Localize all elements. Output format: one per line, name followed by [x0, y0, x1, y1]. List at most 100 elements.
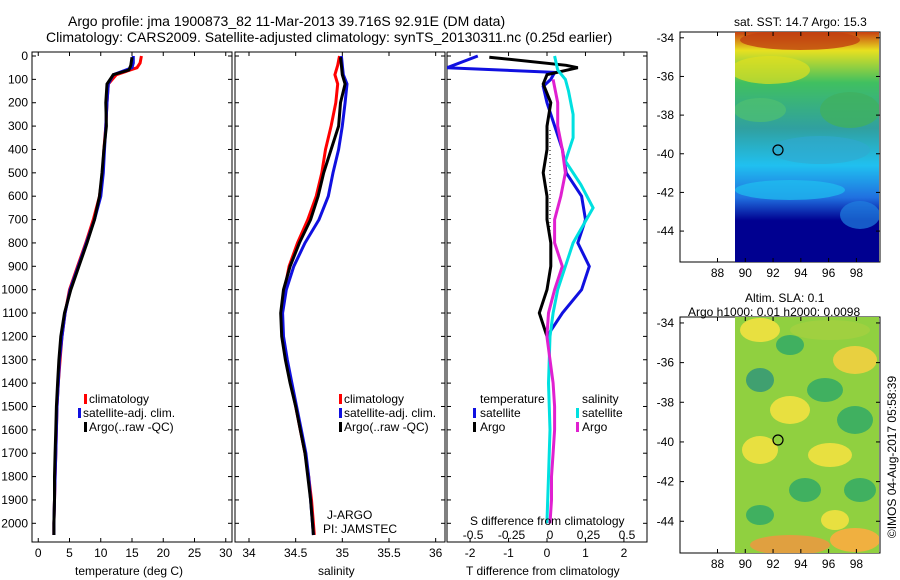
legend-swatch-climatology — [84, 394, 87, 404]
map-lat-tick: -38 — [657, 395, 675, 409]
map-lon-tick: 94 — [794, 557, 808, 571]
series-line-climatology — [280, 55, 341, 536]
legend-swatch-t-argo — [473, 422, 476, 432]
depth-tick-label: 700 — [8, 213, 28, 227]
series-line-climatology — [52, 55, 143, 535]
depth-tick-label: 1300 — [1, 353, 28, 367]
depth-tick-label: 600 — [8, 189, 28, 203]
map-lat-tick: -36 — [657, 356, 675, 370]
x-tick-label: 36 — [429, 546, 443, 560]
map-lon-tick: 88 — [711, 557, 725, 571]
depth-tick-label: 1900 — [1, 493, 28, 507]
depth-tick-label: 1600 — [1, 423, 28, 437]
jargo-annotation: J-ARGO — [327, 508, 373, 522]
depth-tick-label: 800 — [8, 236, 28, 250]
salinity-xlabel: salinity — [318, 564, 355, 578]
legend-temperature-title: temperature — [480, 392, 545, 406]
x-tick-label: 0 — [544, 546, 551, 560]
depth-tick-label: 500 — [8, 166, 28, 180]
depth-tick-label: 100 — [8, 72, 28, 86]
x-tick-label: 35 — [336, 546, 350, 560]
sla-map-title: Altim. SLA: 0.1 — [745, 291, 825, 305]
imos-timestamp: ©IMOS 04-Aug-2017 05:58:39 — [885, 375, 899, 539]
x-tick-label: 34.5 — [284, 546, 308, 560]
s-diff-x-axis: -0.5 -0.25 0 0.25 0.5 — [463, 528, 636, 542]
legend-climatology: climatology — [89, 392, 150, 406]
difference-lines — [447, 54, 595, 524]
legend-satellite-2: satellite-adj. clim. — [344, 406, 437, 420]
sla-map-subtitle: Argo h1000: 0.01 h2000: 0.0098 — [688, 305, 861, 319]
legend-swatch-s-argo — [576, 422, 579, 432]
temperature-lines — [52, 55, 143, 535]
series-line-temperature-argo — [489, 55, 579, 337]
map-lat-tick: -44 — [657, 514, 675, 528]
map-lat-tick: -40 — [657, 147, 675, 161]
depth-tick-label: 1200 — [1, 329, 28, 343]
climatology-subtitle: Climatology: CARS2009. Satellite-adjuste… — [46, 29, 613, 45]
legend-swatch-argo-2 — [339, 422, 342, 432]
depth-tick-label: 900 — [8, 259, 28, 273]
map-lon-tick: 96 — [822, 266, 836, 280]
sla-heatmap — [735, 317, 879, 553]
depth-tick-label: 1700 — [1, 446, 28, 460]
salinity-lines — [279, 55, 349, 536]
series-line-salinity-argo — [545, 79, 567, 524]
s-diff-tick-label: 0.5 — [619, 528, 636, 542]
x-tick-label: 5 — [66, 546, 73, 560]
x-tick-label: 34 — [242, 546, 256, 560]
map-lon-tick: 90 — [739, 557, 753, 571]
map-lat-tick: -38 — [657, 108, 675, 122]
x-tick-label: 25 — [188, 546, 202, 560]
x-tick-label: -2 — [465, 546, 476, 560]
legend-swatch-climatology-2 — [339, 394, 342, 404]
depth-tick-label: 0 — [21, 49, 28, 63]
sst-map-axes: 88 90 92 94 96 98 -34 -36 -38 -40 -42 -44 — [657, 31, 880, 280]
legend-t-satellite: satellite — [480, 406, 521, 420]
map-lat-tick: -44 — [657, 224, 675, 238]
legend-s-satellite: satellite — [582, 406, 623, 420]
temperature-xlabel: temperature (deg C) — [75, 564, 184, 578]
s-diff-tick-label: -0.25 — [498, 528, 526, 542]
s-diff-xlabel: S difference from climatology — [470, 514, 625, 528]
x-tick-label: 15 — [125, 546, 139, 560]
map-lon-tick: 94 — [794, 266, 808, 280]
x-tick-label: 1 — [582, 546, 589, 560]
map-lon-tick: 98 — [850, 557, 864, 571]
depth-tick-label: 400 — [8, 142, 28, 156]
salinity-panel-frame — [234, 51, 446, 543]
depth-tick-label: 200 — [8, 96, 28, 110]
x-tick-label: 30 — [219, 546, 233, 560]
map-lon-tick: 88 — [711, 266, 725, 280]
map-lat-tick: -34 — [657, 316, 675, 330]
legend-swatch-satellite-2 — [339, 408, 342, 418]
map-lat-tick: -42 — [657, 475, 675, 489]
legend-swatch-t-satellite — [473, 408, 476, 418]
t-diff-xlabel: T difference from climatology — [466, 564, 620, 578]
sst-map-title: sat. SST: 14.7 Argo: 15.3 — [734, 15, 867, 29]
sst-heatmap — [735, 32, 879, 262]
x-tick-label: 0 — [35, 546, 42, 560]
map-lon-tick: 98 — [850, 266, 864, 280]
s-diff-tick-label: -0.5 — [463, 528, 484, 542]
sla-argo-marker — [772, 434, 784, 446]
map-lat-tick: -40 — [657, 435, 675, 449]
x-tick-label: 2 — [621, 546, 628, 560]
legend-argo-2: Argo(..raw -QC) — [344, 420, 429, 434]
legend-swatch-satellite — [78, 408, 81, 418]
depth-tick-label: 1100 — [2, 306, 28, 320]
legend-argo: Argo(..raw -QC) — [89, 420, 174, 434]
depth-tick-label: 1500 — [1, 399, 28, 413]
temperature-x-axis: 0 5 10 15 20 25 30 — [35, 52, 233, 560]
legend-satellite: satellite-adj. clim. — [83, 406, 176, 420]
depth-tick-label: 300 — [8, 119, 28, 133]
legend-climatology-2: climatology — [344, 392, 405, 406]
depth-tick-label: 1000 — [1, 283, 28, 297]
s-diff-tick-label: 0.25 — [577, 528, 601, 542]
s-diff-tick-label: 0 — [547, 528, 554, 542]
series-line-argo-raw-qc- — [52, 56, 134, 535]
map-lon-tick: 92 — [766, 266, 780, 280]
series-line-satellite-adj-clim- — [52, 56, 135, 535]
sst-argo-marker — [772, 144, 784, 156]
map-lon-tick: 92 — [766, 557, 780, 571]
